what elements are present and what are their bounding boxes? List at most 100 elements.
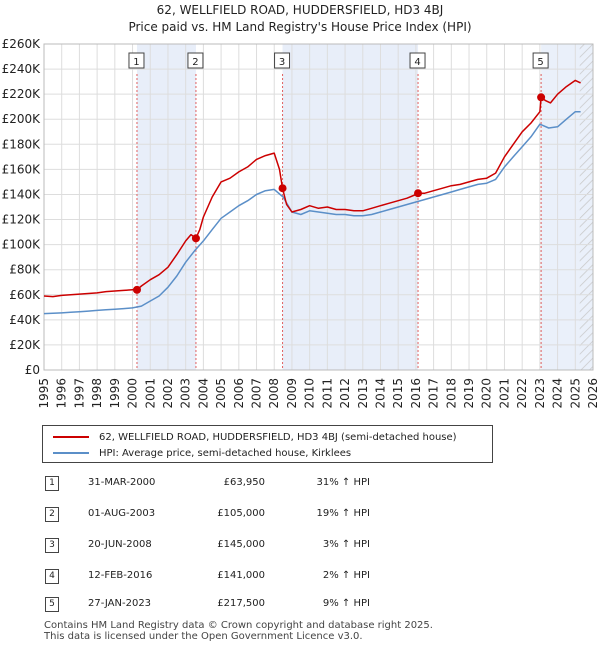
sale-marker-box [128, 52, 145, 69]
sale-marker-box [532, 52, 549, 69]
x-tick-label: 1999 [108, 378, 122, 409]
x-tick-label: 1997 [72, 378, 86, 409]
plot-frame [43, 43, 594, 371]
sale-period-band [136, 44, 196, 370]
sale-number-badge: 3 [45, 538, 59, 553]
price-chart: £0 £20K £40K £60K £80K £100K £120K £140K £160K £1… [2, 37, 600, 409]
sale-hpi-change: 19% ↑ HPI [316, 508, 370, 519]
x-tick-label: 1998 [90, 378, 104, 409]
y-tick-label: £220K [2, 87, 42, 101]
x-tick-label: 2026 [586, 378, 600, 409]
sale-marker-box [274, 52, 291, 69]
sale-marker-label: 1 [133, 57, 139, 68]
x-tick-label: 2009 [285, 378, 299, 409]
legend-item-property: 62, WELLFIELD ROAD, HUDDERSFIELD, HD3 4B… [53, 429, 457, 445]
y-tick-label: £20K [9, 338, 41, 352]
sale-marker-label: 2 [192, 57, 198, 68]
sale-price: £145,000 [217, 539, 265, 550]
sale-hpi-change: 9% ↑ HPI [322, 598, 370, 609]
y-tick-label: £200K [2, 112, 42, 126]
chart-legend: 62, WELLFIELD ROAD, HUDDERSFIELD, HD3 4B… [42, 425, 493, 463]
sale-number-badge: 5 [45, 597, 59, 612]
sale-number-badge: 2 [45, 507, 59, 522]
y-tick-label: £240K [2, 62, 42, 76]
sale-marker-label: 5 [537, 57, 543, 68]
sale-number-badge: 1 [45, 476, 59, 491]
sale-point [537, 93, 546, 102]
legend-swatch-property [53, 436, 89, 438]
legend-label-hpi: HPI: Average price, semi-detached house,… [99, 447, 352, 459]
y-tick-label: £160K [2, 162, 42, 176]
y-tick-label: £120K [2, 213, 42, 227]
sale-price: £105,000 [217, 508, 265, 519]
x-tick-label: 2011 [320, 378, 334, 409]
sale-row: 1 31-MAR-2000 £63,950 31% ↑ HPI [0, 473, 600, 493]
y-tick-label: £100K [2, 238, 42, 252]
sale-row: 4 12-FEB-2016 £141,000 2% ↑ HPI [0, 566, 600, 586]
sale-marker-box [187, 52, 204, 69]
sale-point [414, 189, 423, 198]
x-tick-label: 2002 [161, 378, 175, 409]
x-tick-label: 2005 [214, 378, 228, 409]
forecast-hatch [579, 44, 593, 370]
x-tick-label: 2003 [179, 378, 193, 409]
x-tick-label: 1996 [55, 378, 69, 409]
sale-point [132, 285, 141, 294]
x-tick-label: 2007 [250, 378, 264, 409]
sale-date: 12-FEB-2016 [88, 570, 153, 581]
footer-licence: This data is licensed under the Open Gov… [44, 631, 363, 642]
x-tick-label: 2024 [551, 378, 565, 409]
sale-marker-box [409, 52, 426, 69]
sale-date: 27-JAN-2023 [88, 598, 152, 609]
legend-swatch-hpi [53, 452, 89, 454]
footer-copyright: Contains HM Land Registry data © Crown c… [44, 620, 433, 631]
x-tick-label: 2000 [126, 378, 140, 409]
sale-date: 31-MAR-2000 [88, 477, 156, 488]
x-tick-label: 2023 [533, 378, 547, 409]
sale-row: 3 20-JUN-2008 £145,000 3% ↑ HPI [0, 535, 600, 555]
x-tick-label: 2004 [196, 378, 210, 409]
y-tick-label: £0 [25, 363, 40, 377]
x-tick-label: 2017 [427, 378, 441, 409]
y-tick-label: £60K [9, 288, 41, 302]
x-tick-label: 2014 [373, 378, 387, 409]
sale-hpi-change: 2% ↑ HPI [322, 570, 370, 581]
sale-number-badge: 4 [45, 569, 59, 584]
y-tick-label: £260K [2, 37, 42, 51]
sale-row: 5 27-JAN-2023 £217,500 9% ↑ HPI [0, 594, 600, 614]
legend-item-hpi: HPI: Average price, semi-detached house,… [53, 445, 351, 461]
sale-marker-label: 3 [279, 57, 285, 68]
x-tick-label: 2019 [462, 378, 476, 409]
x-tick-label: 2021 [497, 378, 511, 409]
sale-date: 20-JUN-2008 [88, 539, 152, 550]
x-tick-label: 2015 [391, 378, 405, 409]
x-tick-label: 2018 [444, 378, 458, 409]
sale-marker-label: 4 [414, 57, 420, 68]
sale-point [278, 184, 287, 193]
sale-point [191, 234, 200, 243]
chart-title: 62, WELLFIELD ROAD, HUDDERSFIELD, HD3 4B… [156, 3, 444, 17]
sale-date: 01-AUG-2003 [88, 508, 156, 519]
x-tick-label: 2010 [303, 378, 317, 409]
y-tick-label: £180K [2, 137, 42, 151]
x-tick-label: 2001 [143, 378, 157, 409]
x-tick-label: 2016 [409, 378, 423, 409]
sale-row: 2 01-AUG-2003 £105,000 19% ↑ HPI [0, 504, 600, 524]
y-tick-label: £40K [9, 313, 41, 327]
x-tick-label: 2012 [338, 378, 352, 409]
hpi-series-line [43, 110, 581, 315]
x-tick-label: 2022 [515, 378, 529, 409]
sale-price: £217,500 [217, 598, 265, 609]
sale-hpi-change: 31% ↑ HPI [316, 477, 370, 488]
x-tick-label: 2006 [232, 378, 246, 409]
y-tick-label: £80K [9, 263, 41, 277]
y-tick-label: £140K [2, 187, 42, 201]
x-tick-label: 2013 [356, 378, 370, 409]
sale-hpi-change: 3% ↑ HPI [322, 539, 370, 550]
sale-price: £141,000 [217, 570, 265, 581]
sale-price: £63,950 [223, 477, 265, 488]
legend-label-property: 62, WELLFIELD ROAD, HUDDERSFIELD, HD3 4B… [99, 431, 457, 443]
x-tick-label: 2020 [480, 378, 494, 409]
x-tick-label: 2008 [267, 378, 281, 409]
chart-subtitle: Price paid vs. HM Land Registry's House … [128, 20, 472, 34]
